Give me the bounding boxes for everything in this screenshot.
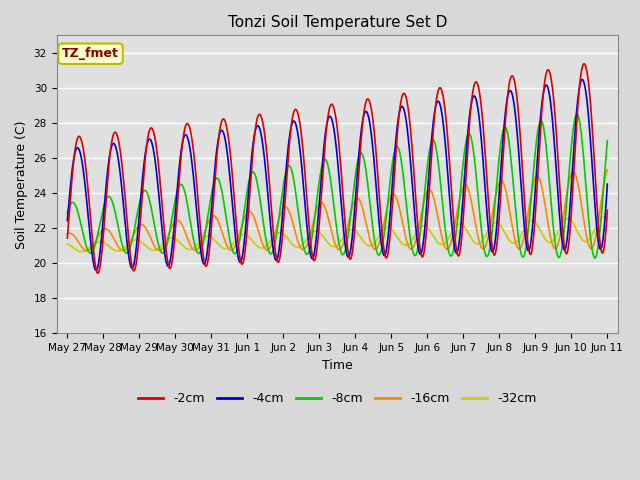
-2cm	[604, 207, 611, 213]
-8cm	[591, 255, 599, 261]
-32cm	[604, 216, 611, 222]
-8cm	[157, 249, 165, 254]
-32cm	[77, 249, 85, 254]
-4cm	[92, 267, 100, 273]
-32cm	[271, 233, 278, 239]
Line: -16cm: -16cm	[67, 170, 607, 251]
-4cm	[579, 77, 586, 83]
Legend: -2cm, -4cm, -8cm, -16cm, -32cm: -2cm, -4cm, -8cm, -16cm, -32cm	[133, 387, 541, 410]
-16cm	[157, 247, 165, 252]
Line: -2cm: -2cm	[67, 64, 607, 273]
-16cm	[63, 231, 71, 237]
Y-axis label: Soil Temperature (C): Soil Temperature (C)	[15, 120, 28, 249]
-4cm	[294, 132, 302, 137]
-4cm	[271, 254, 278, 260]
-16cm	[83, 248, 91, 254]
-8cm	[63, 210, 71, 216]
-2cm	[63, 235, 71, 241]
-2cm	[593, 204, 601, 209]
-4cm	[535, 136, 543, 142]
-8cm	[271, 243, 278, 249]
-4cm	[604, 181, 611, 187]
-16cm	[271, 232, 278, 238]
-16cm	[604, 167, 611, 173]
-32cm	[294, 244, 302, 250]
-2cm	[580, 61, 588, 67]
Text: TZ_fmet: TZ_fmet	[62, 47, 119, 60]
-4cm	[593, 228, 601, 234]
-4cm	[125, 255, 133, 261]
Line: -4cm: -4cm	[67, 80, 607, 270]
Line: -8cm: -8cm	[67, 114, 607, 258]
-4cm	[157, 217, 165, 223]
-8cm	[294, 206, 301, 212]
-32cm	[593, 222, 601, 228]
-8cm	[573, 111, 580, 117]
-2cm	[94, 270, 102, 276]
-32cm	[535, 225, 543, 230]
-2cm	[125, 240, 133, 246]
-16cm	[593, 227, 601, 233]
-16cm	[535, 175, 543, 180]
Title: Tonzi Soil Temperature Set D: Tonzi Soil Temperature Set D	[228, 15, 447, 30]
X-axis label: Time: Time	[322, 359, 353, 372]
Line: -32cm: -32cm	[67, 217, 607, 252]
-2cm	[294, 111, 302, 117]
-32cm	[157, 243, 165, 249]
-2cm	[157, 191, 165, 196]
-2cm	[535, 155, 543, 160]
-8cm	[125, 248, 132, 253]
-16cm	[294, 239, 302, 244]
-4cm	[63, 218, 71, 224]
-8cm	[535, 124, 543, 130]
-8cm	[593, 250, 601, 255]
-8cm	[604, 138, 611, 144]
-32cm	[125, 240, 133, 246]
-16cm	[125, 242, 133, 248]
-2cm	[271, 242, 278, 248]
-32cm	[63, 241, 71, 247]
-32cm	[600, 214, 608, 220]
